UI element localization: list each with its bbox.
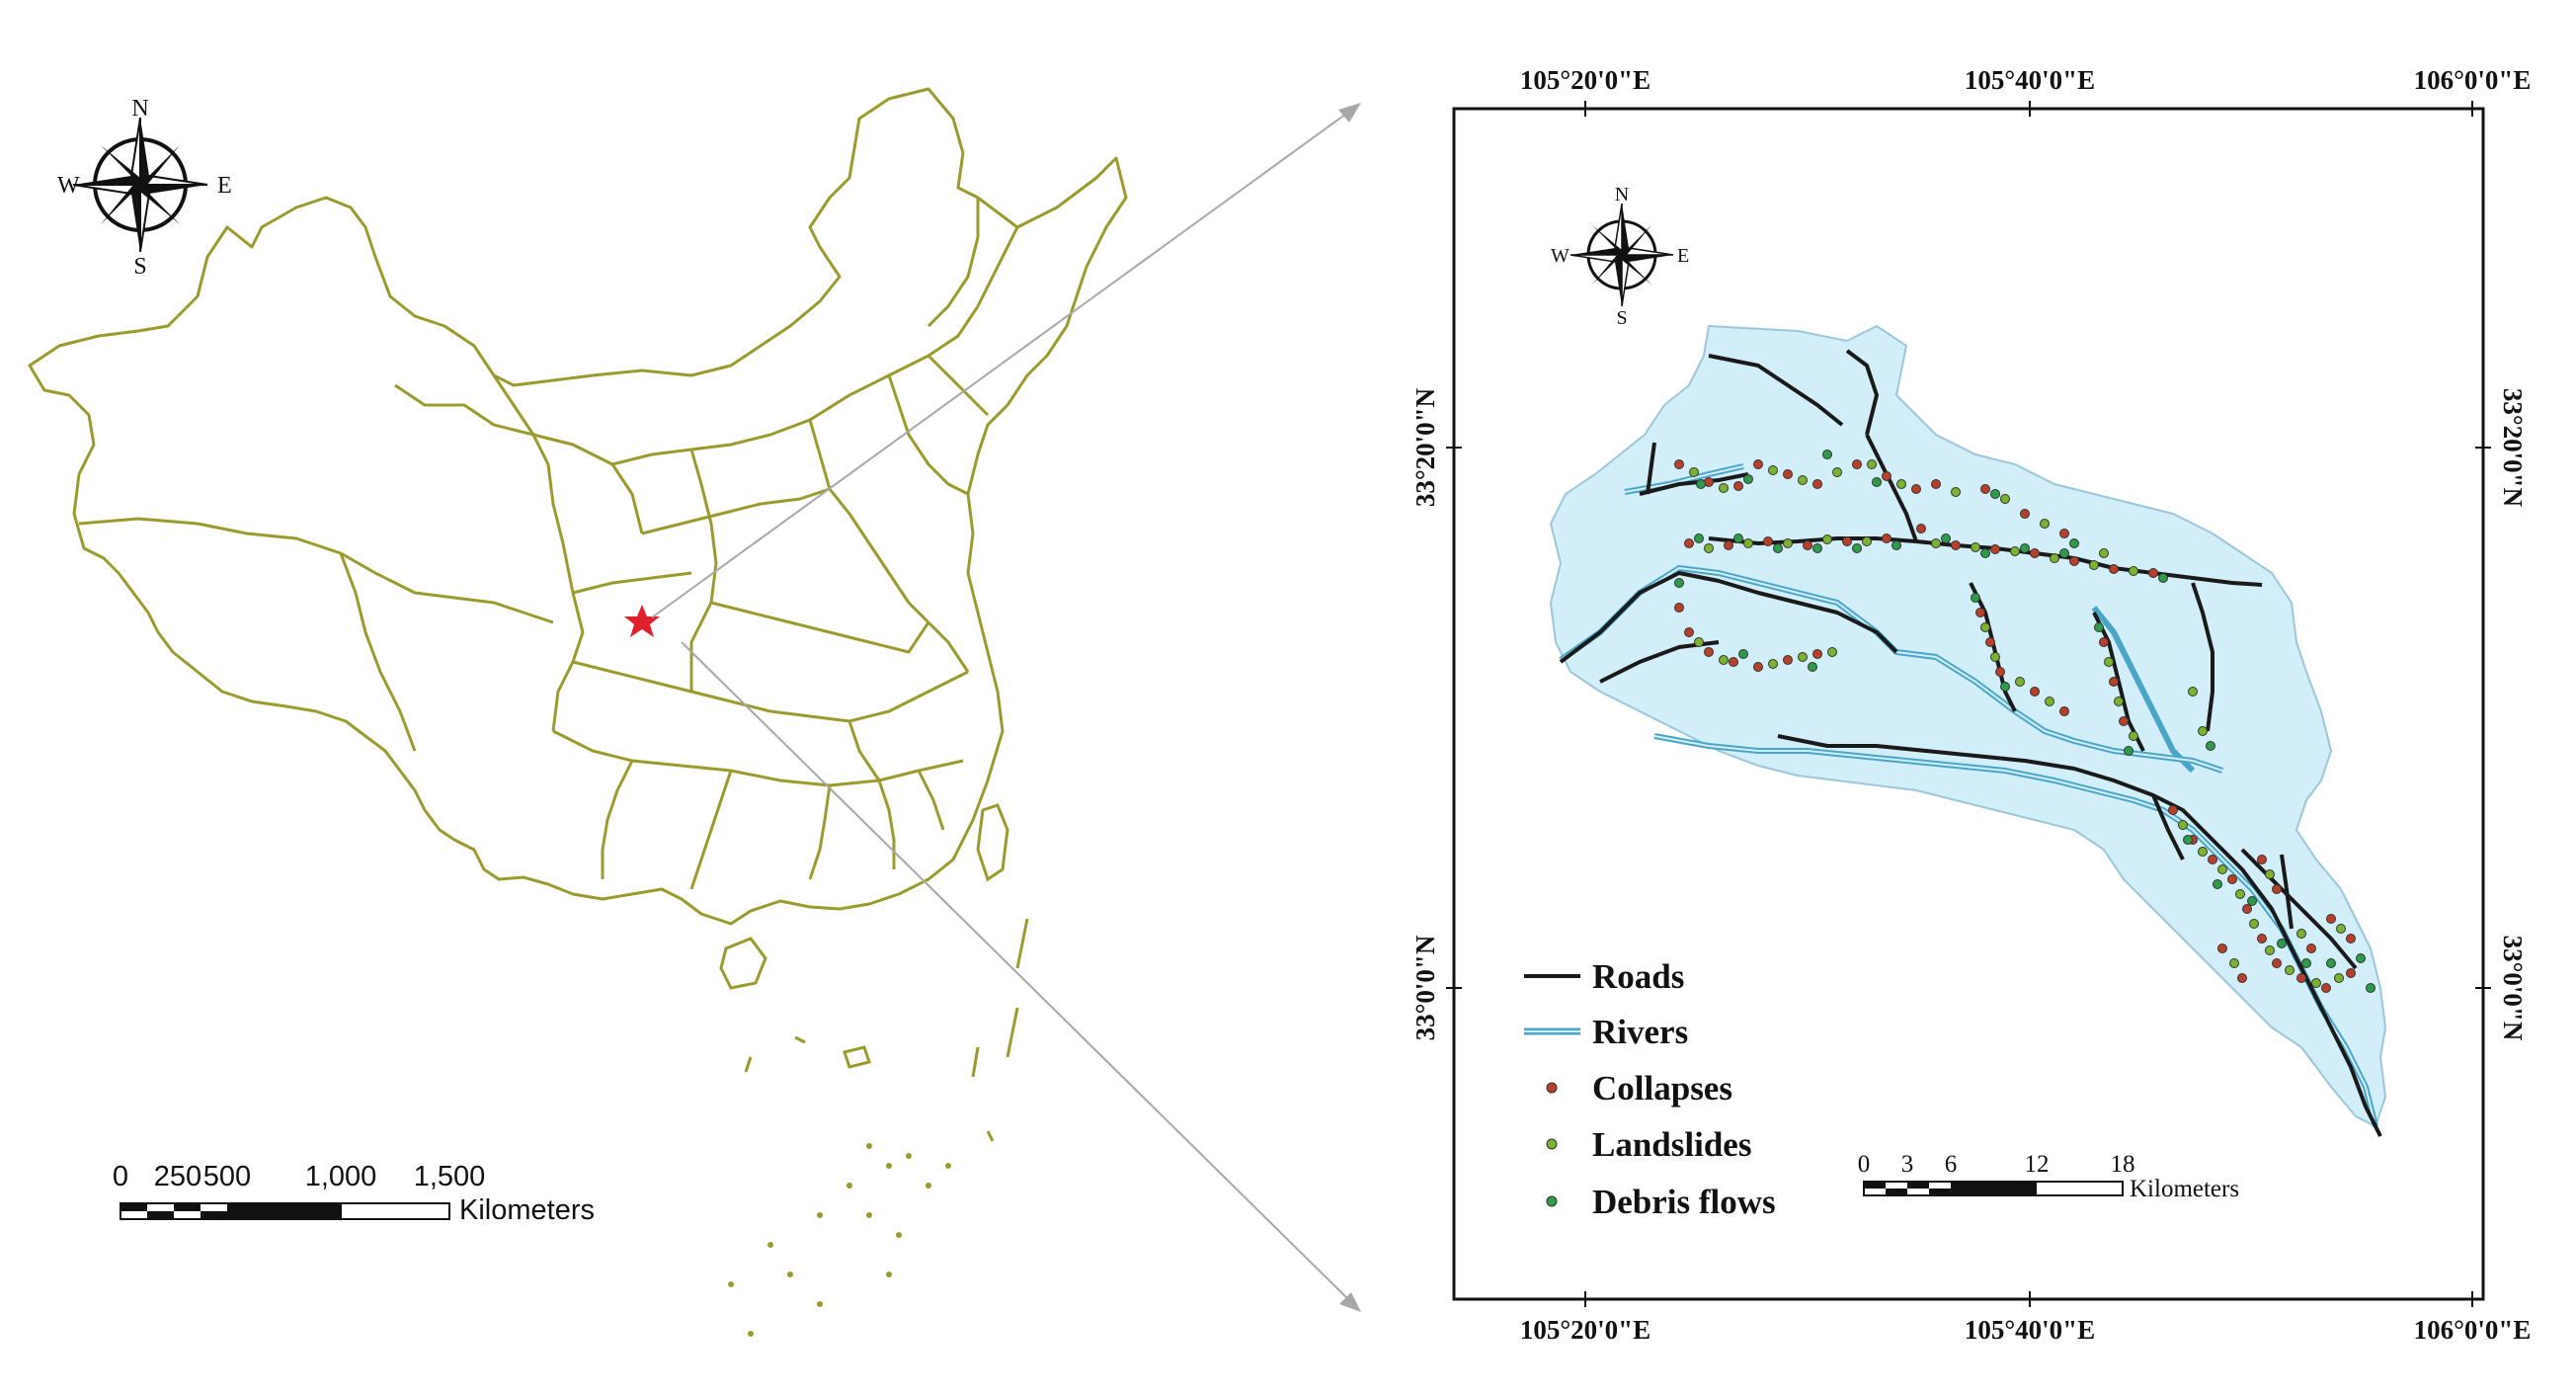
bottom-coord-1: 105°20'0"E [1520, 1315, 1650, 1345]
scale-study-tick-12: 12 [2025, 1151, 2050, 1178]
scale-tick-250: 250 [154, 1161, 201, 1192]
compass-icon: N S E W [57, 96, 232, 280]
connector-line-bottom [681, 641, 1354, 1305]
scale-bar-study: 0 3 6 12 18 Kilometers [1858, 1151, 2239, 1202]
compass-icon-study: N S E W [1551, 184, 1689, 329]
compass-w-label: W [57, 173, 80, 199]
basin-area [1549, 324, 2387, 1128]
compass-s-label: S [133, 254, 146, 280]
top-coord-1: 105°20'0"E [1520, 65, 1650, 95]
legend: Roads Rivers Collapses Landslides Debris… [1524, 957, 1776, 1221]
legend-collapses-label: Collapses [1592, 1069, 1732, 1108]
island-dots [728, 1143, 951, 1337]
scale-unit: Kilometers [459, 1194, 595, 1226]
connector-line-top [651, 108, 1354, 618]
right-coord-2: 33°0'0"N [2498, 936, 2528, 1041]
compass-study-s: S [1616, 307, 1627, 329]
scale-tick-1000: 1,000 [305, 1161, 377, 1192]
study-area-map: 105°20'0"E 105°40'0"E 106°0'0"E 105°20'0… [1410, 65, 2532, 1345]
bottom-coord-3: 106°0'0"E [2414, 1315, 2532, 1345]
country-outline [28, 87, 1128, 926]
top-coord-3: 106°0'0"E [2414, 65, 2532, 95]
arrowhead-bottom [1339, 1292, 1361, 1312]
scale-study-tick-3: 3 [1901, 1151, 1914, 1178]
legend-debris-symbol [1546, 1195, 1558, 1207]
compass-study-w: W [1551, 245, 1570, 267]
compass-study-e: E [1677, 245, 1689, 267]
legend-collapse-symbol [1546, 1082, 1558, 1094]
right-coord-1: 33°20'0"N [2498, 388, 2528, 508]
overview-map: N S E W 0 250 500 1,000 1,500 Kilometers [28, 87, 1361, 1337]
legend-roads-label: Roads [1592, 957, 1684, 996]
star-icon [624, 605, 660, 637]
landslide-points [1689, 459, 2346, 988]
compass-e-label: E [217, 173, 232, 199]
legend-rivers-label: Rivers [1592, 1013, 1688, 1051]
scale-tick-0: 0 [113, 1161, 128, 1192]
top-coord-2: 105°40'0"E [1965, 65, 2095, 95]
bottom-coord-2: 105°40'0"E [1965, 1315, 2095, 1345]
compass-study-n: N [1615, 184, 1629, 205]
left-coord-2: 33°0'0"N [1410, 935, 1440, 1040]
legend-debris-label: Debris flows [1592, 1183, 1776, 1221]
compass-n-label: N [131, 96, 148, 122]
province-boundaries [28, 87, 1128, 926]
left-coord-1: 33°20'0"N [1410, 387, 1440, 507]
legend-landslide-symbol [1546, 1138, 1558, 1150]
scale-study-tick-0: 0 [1858, 1151, 1871, 1178]
scale-tick-500: 500 [203, 1161, 251, 1192]
debris-flow-points [1674, 450, 2375, 993]
scale-study-tick-18: 18 [2111, 1151, 2135, 1178]
arrowhead-top [1338, 103, 1361, 123]
scale-study-tick-6: 6 [1945, 1151, 1958, 1178]
scale-study-unit: Kilometers [2130, 1176, 2239, 1202]
scale-tick-1500: 1,500 [414, 1161, 486, 1192]
scale-bar: 0 250 500 1,000 1,500 Kilometers [113, 1161, 595, 1226]
collapse-points [1674, 459, 2356, 993]
legend-landslides-label: Landslides [1592, 1125, 1751, 1164]
islands [719, 803, 1029, 1142]
